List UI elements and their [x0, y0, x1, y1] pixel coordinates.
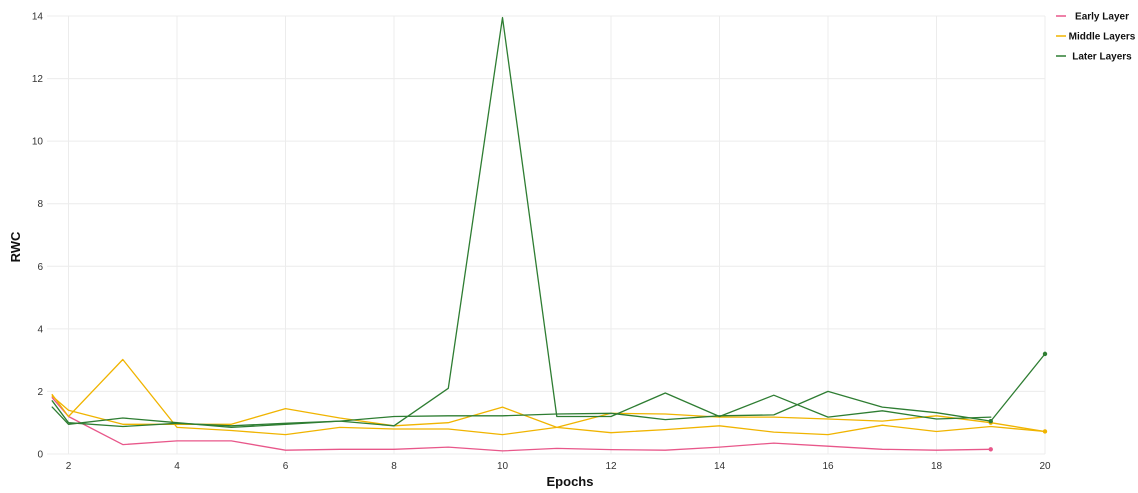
x-tick-label: 8: [391, 461, 397, 472]
later-layers-end-marker: [988, 418, 993, 424]
x-tick-label: 16: [822, 461, 834, 472]
x-tick-label: 20: [1039, 461, 1051, 472]
legend: Early Layer Middle Layers Later Layers: [1056, 12, 1136, 63]
y-tick-label: 6: [37, 262, 43, 273]
x-tick-label: 6: [283, 461, 289, 472]
x-tick-label: 12: [605, 461, 617, 472]
x-tick-label: 2: [66, 461, 72, 472]
later-layers-line: [51, 353, 1046, 428]
later-layers-legend-label: Later Layers: [1072, 52, 1132, 63]
middle-layers-legend-label: Middle Layers: [1069, 32, 1136, 43]
early-layer-line: [51, 397, 992, 452]
y-tick-label: 4: [37, 324, 43, 335]
x-tick-label: 10: [497, 461, 509, 472]
middle-layers-end-marker: [1042, 429, 1048, 434]
early-layer-legend-label: Early Layer: [1075, 12, 1129, 23]
grid: [47, 15, 1046, 455]
x-tick-label: 18: [931, 461, 943, 472]
axis-ticks: 0 2 4 6 8 10 12 14 2 4 6 8 10 12 14 16 18 20: [32, 12, 1051, 473]
y-tick-label: 2: [37, 387, 43, 398]
y-tick-label: 12: [32, 74, 44, 85]
y-axis-title: RWC: [8, 231, 23, 262]
x-axis-title: Epochs: [547, 474, 594, 489]
x-tick-label: 14: [714, 461, 726, 472]
later-layers-end-marker: [1042, 351, 1048, 357]
y-tick-label: 0: [37, 450, 43, 461]
y-tick-label: 14: [32, 12, 44, 23]
early-layer-end-marker: [988, 447, 993, 452]
y-tick-label: 10: [32, 137, 44, 148]
y-tick-label: 8: [37, 199, 43, 210]
middle-layers-line: [51, 358, 1046, 436]
x-tick-label: 4: [174, 461, 180, 472]
series-lines: [51, 16, 1048, 452]
